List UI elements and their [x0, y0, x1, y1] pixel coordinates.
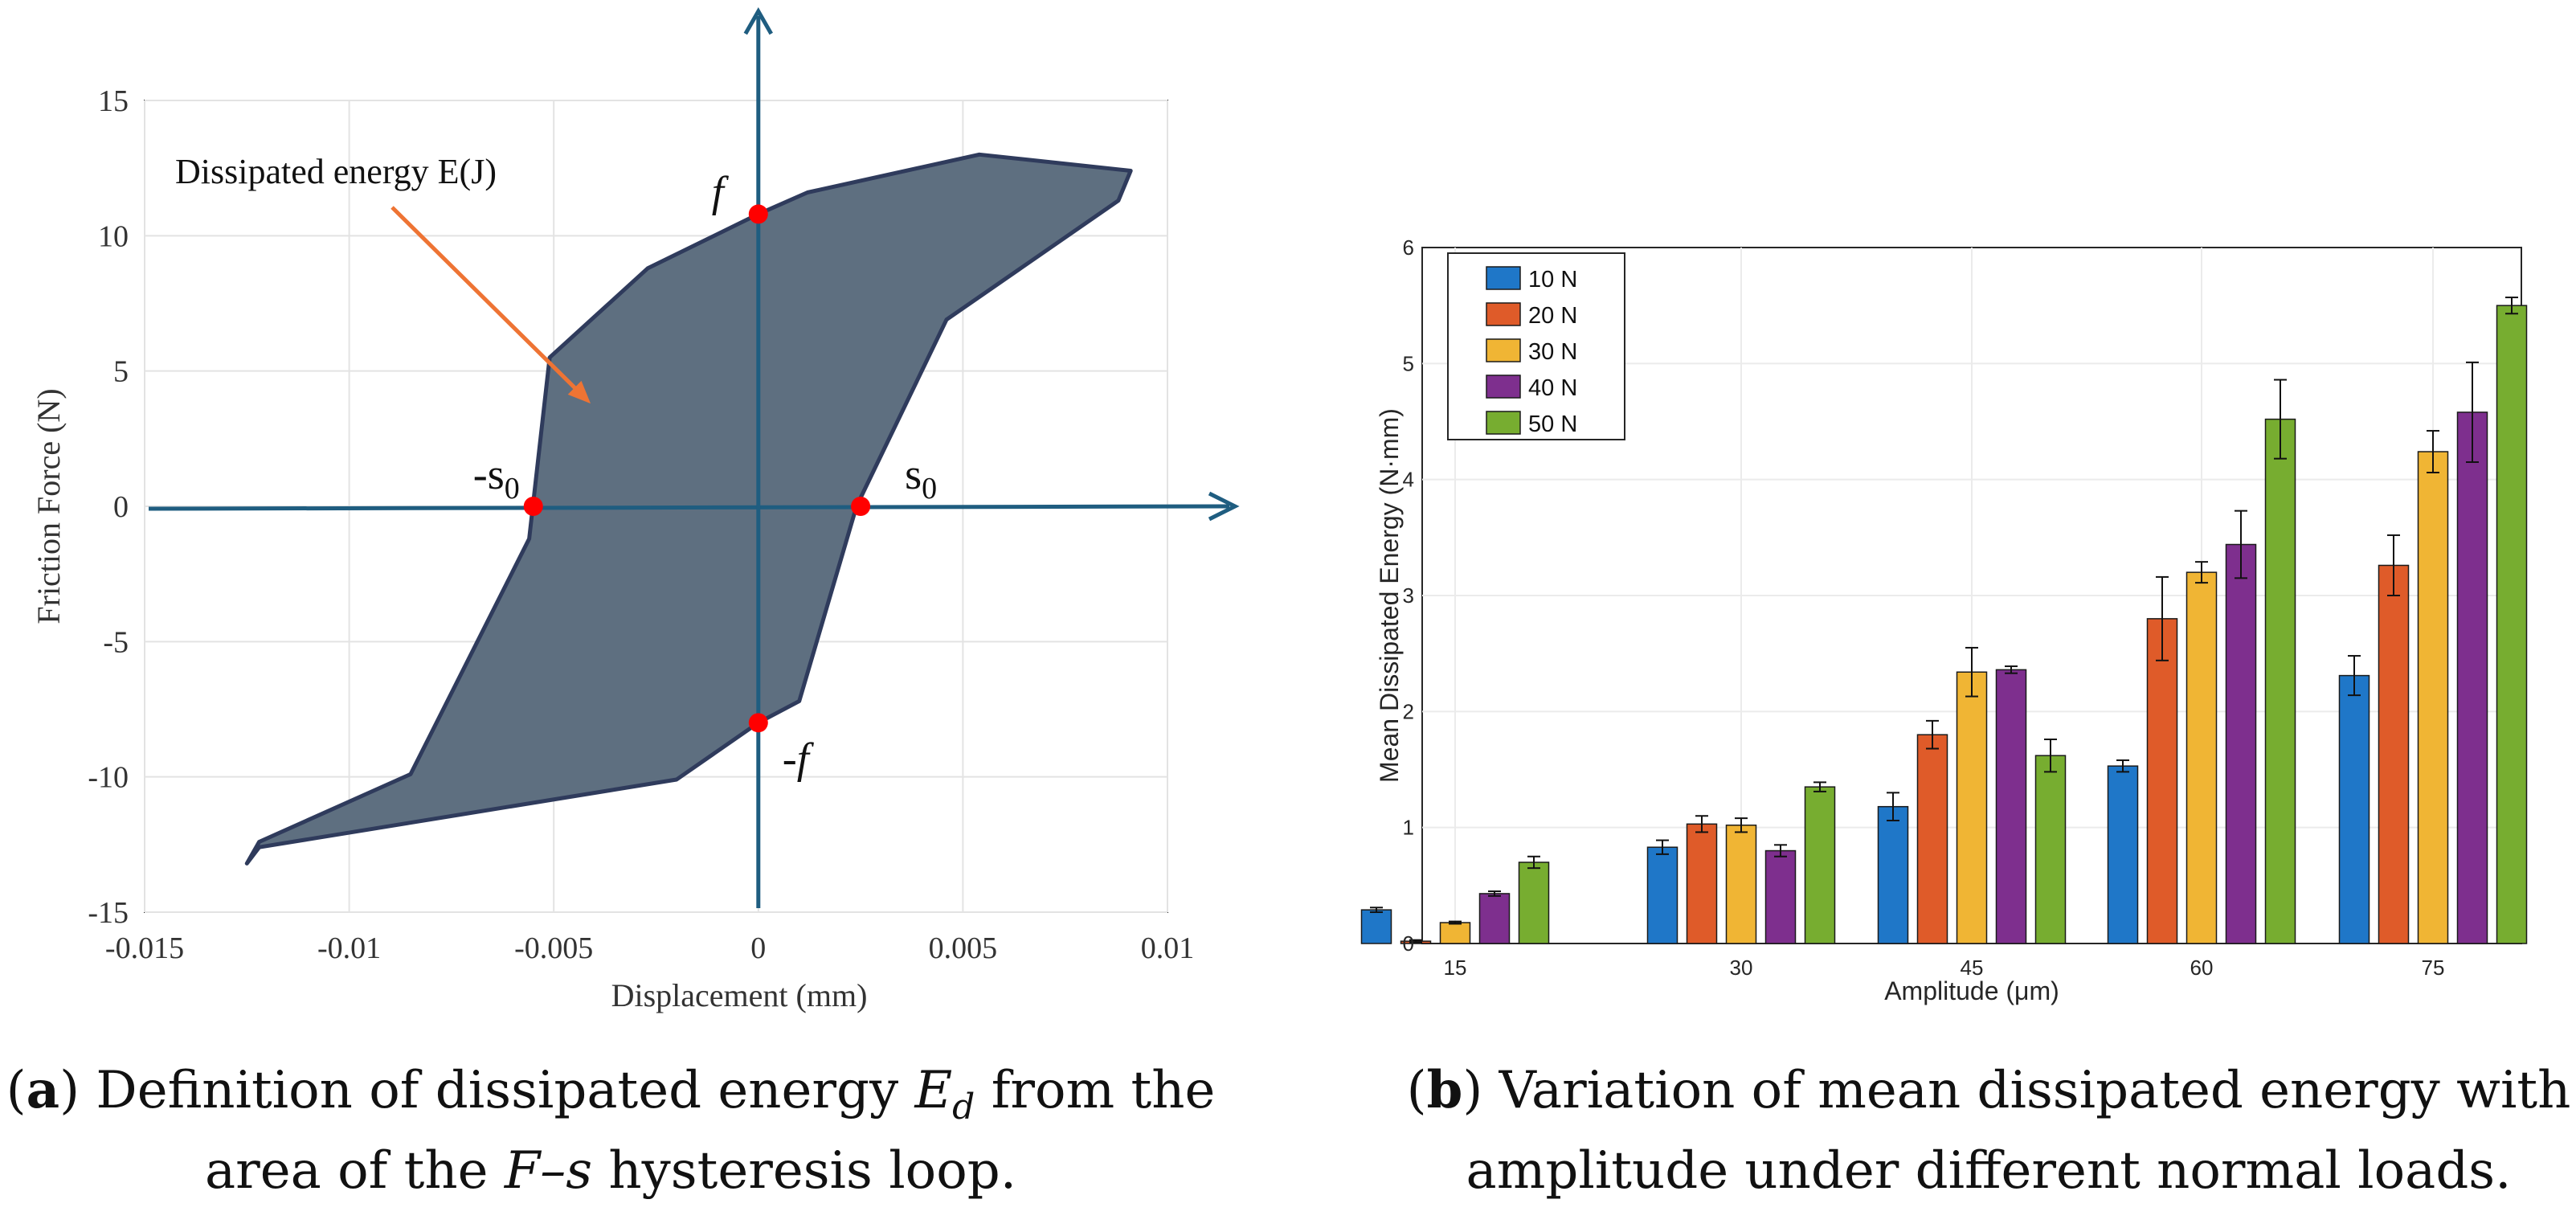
a-x-tick-label: 0.01: [1141, 931, 1195, 965]
bar-50N-60: [2264, 418, 2296, 944]
caption-a-line1: (a) Definition of dissipated energy Ed f…: [6, 1060, 1216, 1128]
a-y-tick-label: 5: [113, 355, 129, 389]
a-x-tick-label: 0: [750, 931, 766, 965]
b-y-tick-label: 6: [1403, 235, 1414, 260]
bar-50N-30: [1804, 786, 1836, 944]
b-x-tick-label: 60: [2190, 956, 2214, 980]
bar-50N-75: [2496, 305, 2528, 944]
bar-30N-75: [2417, 451, 2449, 944]
a-y-tick-label: 10: [98, 219, 129, 253]
a-y-tick-label: -15: [88, 896, 129, 930]
panel-b-y-label: Mean Dissipated Energy (N·mm): [1375, 408, 1404, 783]
bar-20N-30: [1686, 823, 1718, 944]
panel-b-x-label: Amplitude (μm): [1884, 976, 2059, 1005]
b-y-tick-label: 2: [1403, 699, 1414, 723]
b-y-tick-label: 5: [1403, 351, 1414, 375]
bar-10N-30: [1646, 846, 1678, 944]
bar-50N-45: [2034, 755, 2067, 944]
key-point-label: -s0: [473, 450, 520, 506]
bar-40N-15: [1478, 893, 1511, 944]
legend-label: 30 N: [1528, 339, 1577, 365]
caption-b-line2: amplitude under different normal loads.: [1466, 1141, 2512, 1201]
key-point-marker: [748, 204, 768, 224]
x-axis-line: [148, 504, 1230, 511]
x-axis-arrowhead: [1208, 491, 1240, 522]
key-point-label: s0: [905, 450, 937, 506]
a-x-tick-label: -0.015: [105, 931, 184, 965]
bar-20N-45: [1916, 734, 1948, 944]
b-x-tick-label: 45: [1961, 956, 1984, 980]
bar-10N-60: [2107, 765, 2139, 944]
bar-40N-45: [1995, 669, 2027, 944]
a-x-tick-label: -0.005: [514, 931, 593, 965]
legend-swatch: [1486, 338, 1521, 362]
legend-swatch: [1486, 411, 1521, 435]
bar-10N-15: [1360, 909, 1392, 944]
a-x-tick-label: -0.01: [317, 931, 381, 965]
a-y-tick-label: 0: [113, 490, 129, 524]
b-y-tick-label: 4: [1403, 468, 1414, 492]
legend-swatch: [1486, 266, 1521, 290]
a-y-tick-label: 15: [98, 84, 129, 118]
panel-a-hysteresis: -0.015 -0.01 -0.005 0 0.005 0.01 15 10 5 0 -5 -10 -1…: [6, 6, 1240, 1201]
legend-label: 50 N: [1528, 411, 1577, 437]
legend-box: [1447, 252, 1625, 440]
annotation-arrow-head: [567, 380, 591, 404]
b-x-tick-label: 75: [2422, 956, 2445, 980]
bar-20N-60: [2146, 618, 2178, 944]
panel-a-annotation: Dissipated energy E(J): [175, 152, 497, 191]
annotation-arrow-shaft: [390, 206, 587, 400]
legend-swatch: [1486, 302, 1521, 326]
key-point-marker: [523, 497, 543, 516]
bar-30N-45: [1956, 671, 1988, 944]
bar-30N-30: [1725, 825, 1757, 944]
b-y-tick-label: 3: [1403, 583, 1414, 608]
a-y-tick-label: -5: [103, 625, 129, 659]
bar-30N-15: [1439, 922, 1471, 944]
panel-a-y-label: Friction Force (N): [31, 388, 67, 624]
a-x-tick-label: 0.005: [929, 931, 998, 965]
caption-a-line2: area of the F–s hysteresis loop.: [205, 1141, 1016, 1201]
b-x-tick-label: 15: [1444, 956, 1467, 980]
legend-label: 40 N: [1528, 375, 1577, 401]
bar-40N-30: [1764, 849, 1797, 944]
legend-label: 10 N: [1528, 267, 1577, 293]
panel-a-x-label: Displacement (mm): [611, 977, 868, 1013]
bar-20N-75: [2378, 564, 2410, 944]
legend-label: 20 N: [1528, 303, 1577, 329]
key-point-marker: [748, 713, 768, 733]
y-axis-arrowhead: [743, 6, 773, 35]
bar-50N-15: [1518, 862, 1550, 944]
bar-40N-75: [2456, 411, 2488, 944]
caption-b-line1: (b) Variation of mean dissipated energy …: [1407, 1060, 2571, 1120]
bar-10N-75: [2338, 674, 2370, 944]
key-point-marker: [851, 497, 871, 516]
bar-30N-60: [2186, 571, 2218, 944]
b-y-tick-label: 0: [1403, 931, 1414, 956]
annotation-arrow: [390, 206, 591, 404]
legend-swatch: [1486, 375, 1521, 399]
bar-40N-60: [2225, 543, 2257, 944]
a-y-tick-label: -10: [88, 761, 129, 795]
legend: 10 N 20 N 30 N 40 N 50 N: [1447, 252, 1625, 440]
b-y-tick-label: 1: [1403, 816, 1414, 840]
b-x-tick-label: 30: [1730, 956, 1753, 980]
bar-10N-45: [1877, 805, 1909, 944]
